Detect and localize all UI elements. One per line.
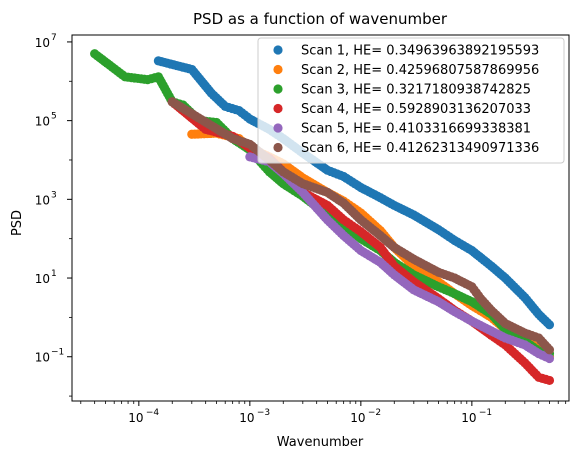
legend-label: Scan 5, HE= 0.4103316699338381	[301, 122, 531, 137]
y-tick-label: 10	[35, 351, 50, 365]
x-tick-label-exponent: −2	[368, 408, 381, 418]
y-tick-label-exponent: 5	[51, 112, 57, 122]
legend-marker	[273, 123, 283, 133]
legend-marker	[273, 64, 283, 75]
axis-ticks: 10 −4 10 −3 10 −2 10 −110 −110 110 310 510 7	[35, 33, 567, 425]
legend-label: Scan 6, HE= 0.41262313490971336	[301, 141, 539, 156]
legend-label: Scan 2, HE= 0.42596807587869956	[301, 63, 539, 78]
y-tick-label-exponent: 7	[51, 33, 57, 43]
legend-box	[257, 37, 565, 164]
x-tick-label: 10	[128, 411, 143, 425]
y-tick-label: 10	[35, 272, 50, 286]
data-point	[544, 345, 555, 355]
y-axis-label: PSD	[10, 210, 25, 236]
x-axis-label: Wavenumber	[277, 435, 364, 450]
legend-marker	[273, 45, 283, 55]
x-tick-label-exponent: −4	[146, 408, 160, 418]
x-tick-label: 10	[239, 411, 254, 425]
x-tick-label-exponent: −1	[479, 408, 492, 418]
y-tick-label: 10	[35, 36, 50, 50]
legend-marker	[273, 84, 283, 94]
legend-marker	[273, 142, 283, 153]
legend-label: Scan 3, HE= 0.3217180938742825	[301, 83, 531, 98]
series-1	[153, 56, 555, 330]
y-tick-label: 10	[35, 193, 50, 207]
legend-marker	[273, 103, 283, 114]
data-point	[544, 353, 555, 364]
series-5	[245, 152, 555, 364]
y-tick-label-exponent: 3	[51, 190, 57, 200]
plot-area	[90, 49, 555, 386]
y-tick-label: 10	[35, 115, 50, 129]
x-tick-label: 10	[461, 411, 476, 425]
chart-title: PSD as a function of wavenumber	[193, 10, 448, 28]
legend: Scan 1, HE= 0.34963963892195593 Scan 2, H…	[257, 37, 565, 164]
legend-label: Scan 1, HE= 0.34963963892195593	[301, 44, 539, 59]
x-tick-label: 10	[350, 411, 365, 425]
data-point	[544, 375, 555, 386]
axes-frame	[71, 34, 570, 402]
y-tick-label-exponent: 1	[51, 269, 57, 279]
legend-label: Scan 4, HE= 0.5928903136207033	[301, 102, 531, 117]
x-tick-label-exponent: −3	[257, 408, 270, 418]
data-point	[544, 320, 555, 330]
y-tick-label-exponent: −1	[51, 348, 64, 358]
